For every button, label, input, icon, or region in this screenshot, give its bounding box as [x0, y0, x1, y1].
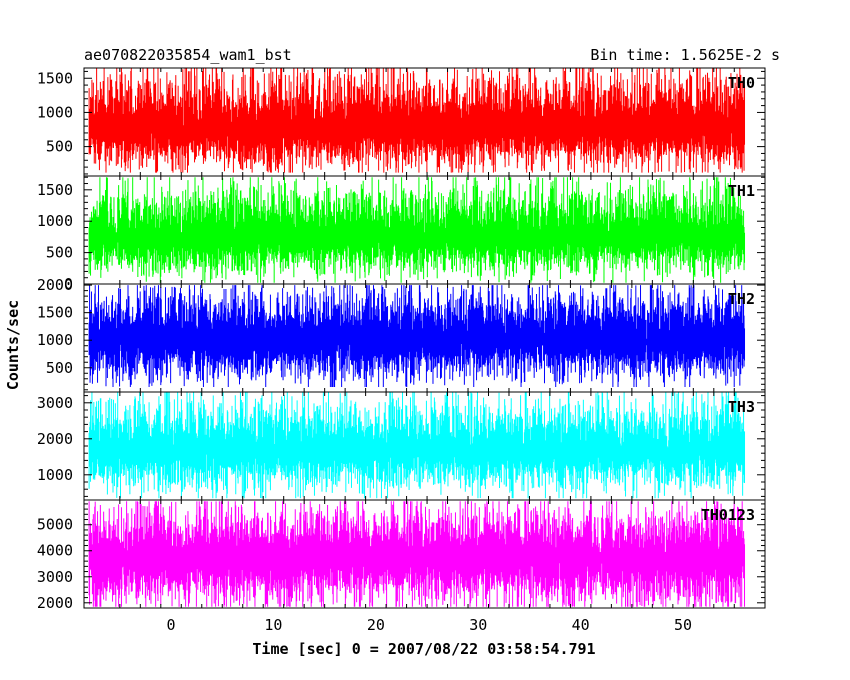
series-th0	[88, 68, 746, 173]
x-tick-label: 0	[167, 616, 176, 634]
panel-label: TH3	[728, 398, 755, 416]
x-axis-label: Time [sec] 0 = 2007/08/22 03:58:54.791	[252, 640, 595, 658]
y-tick-label: 3000	[37, 394, 73, 412]
series-th0123	[88, 501, 746, 607]
y-tick-label: 500	[46, 359, 73, 377]
panel-label: TH0123	[701, 506, 755, 524]
panel-frame	[83, 499, 766, 609]
x-tick-label: 40	[572, 616, 590, 634]
x-tick-label: 20	[367, 616, 385, 634]
panel-label: TH0	[728, 74, 755, 92]
y-tick-label: 1500	[37, 181, 73, 199]
x-tick-label: 50	[674, 616, 692, 634]
y-tick-label: 1000	[37, 212, 73, 230]
x-axis: 0 10 20 30 40 50	[167, 616, 693, 634]
y-tick-label: 5000	[37, 516, 73, 534]
panel-th3: 1000 2000 3000 TH3	[37, 391, 766, 501]
y-tick-label: 1000	[37, 466, 73, 484]
y-tick-label: 1000	[37, 103, 73, 121]
panel-th2: 500 1000 1500 2000 TH2	[37, 276, 766, 393]
y-tick-label: 4000	[37, 542, 73, 560]
y-tick-label: 2000	[37, 430, 73, 448]
panel-th1: 0 500 1000 1500 TH1	[37, 175, 766, 293]
panel-th0123: 2000 3000 4000 5000 TH0123	[37, 499, 766, 612]
panel-label: TH1	[728, 182, 755, 200]
y-tick-label: 0	[64, 275, 73, 293]
panels-group: 500 1000 1500 TH0 0 500 1000 1500 TH1 500 1000 1500…	[37, 67, 766, 612]
y-tick-label: 2000	[37, 594, 73, 612]
series-th1	[88, 177, 746, 283]
figure-title: ae070822035854_wam1_bst	[84, 46, 292, 64]
bin-time-label: Bin time: 1.5625E-2 s	[590, 46, 780, 64]
series-th3	[88, 392, 746, 499]
series-th2	[88, 285, 746, 387]
y-tick-label: 500	[46, 244, 73, 262]
y-tick-label: 1500	[37, 69, 73, 87]
panel-label: TH2	[728, 290, 755, 308]
y-axis-label: Counts/sec	[4, 300, 22, 390]
y-tick-label: 500	[46, 138, 73, 156]
x-tick-label: 30	[469, 616, 487, 634]
x-tick-label: 10	[264, 616, 282, 634]
panel-th0: 500 1000 1500 TH0	[37, 67, 766, 177]
y-tick-label: 3000	[37, 568, 73, 586]
y-tick-label: 2000	[37, 276, 73, 294]
y-tick-label: 1000	[37, 331, 73, 349]
y-tick-label: 1500	[37, 304, 73, 322]
